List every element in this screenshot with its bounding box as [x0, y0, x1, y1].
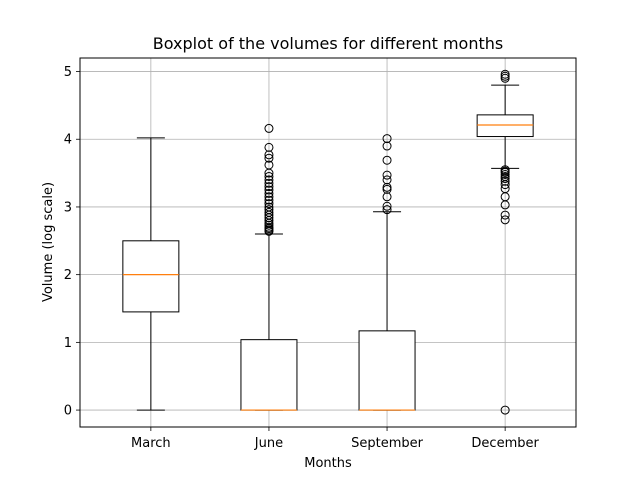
plot-frame: [79, 57, 577, 428]
outlier-point: [264, 192, 274, 202]
y-tick-label: 5: [64, 65, 72, 80]
box-september: [358, 330, 416, 411]
box-march: [122, 240, 180, 313]
outlier-point: [264, 171, 274, 181]
chart-title: Boxplot of the volumes for different mon…: [153, 34, 503, 53]
outlier-point: [264, 202, 274, 212]
x-tick-label: December: [471, 436, 539, 451]
box-december: [476, 114, 534, 138]
outlier-point: [264, 123, 274, 133]
box-layer: [122, 69, 534, 415]
outlier-point: [382, 182, 392, 192]
y-tick-label: 1: [64, 336, 72, 351]
outlier-point: [500, 176, 510, 186]
y-tick-label: 0: [64, 404, 72, 419]
outlier-point: [382, 175, 392, 185]
x-tick-label: September: [351, 436, 424, 451]
outlier-point: [382, 141, 392, 151]
outlier-point: [500, 405, 510, 415]
outlier-point: [264, 150, 274, 160]
outlier-point: [382, 134, 392, 144]
x-tick-label: June: [254, 436, 283, 451]
outlier-point: [382, 205, 392, 215]
outlier-point: [382, 201, 392, 211]
outlier-point: [500, 165, 510, 175]
outlier-point: [382, 192, 392, 202]
x-axis-label: Months: [304, 456, 352, 471]
outlier-point: [264, 160, 274, 170]
outlier-point: [382, 170, 392, 180]
outlier-point: [382, 155, 392, 165]
y-tick-label: 4: [64, 133, 72, 148]
x-tick-label: March: [131, 436, 171, 451]
outlier-point: [264, 182, 274, 192]
outlier-point: [264, 195, 274, 205]
outlier-point: [264, 205, 274, 215]
outlier-point: [264, 178, 274, 188]
outlier-point: [500, 215, 510, 225]
outlier-point: [264, 207, 274, 217]
outlier-point: [500, 69, 510, 79]
outlier-point: [264, 188, 274, 198]
outlier-point: [264, 185, 274, 195]
outlier-point: [264, 199, 274, 209]
outlier-point: [264, 153, 274, 163]
y-tick-label: 3: [64, 200, 72, 215]
outlier-point: [500, 184, 510, 194]
box-june: [240, 339, 298, 411]
outlier-point: [264, 175, 274, 185]
y-tick-label: 2: [64, 268, 72, 283]
tick-layer: 0 1 2 3 4 5 March June September December: [64, 65, 540, 451]
outlier-point: [264, 142, 274, 152]
outlier-point: [500, 210, 510, 220]
y-axis-label: Volume (log scale): [41, 182, 56, 302]
